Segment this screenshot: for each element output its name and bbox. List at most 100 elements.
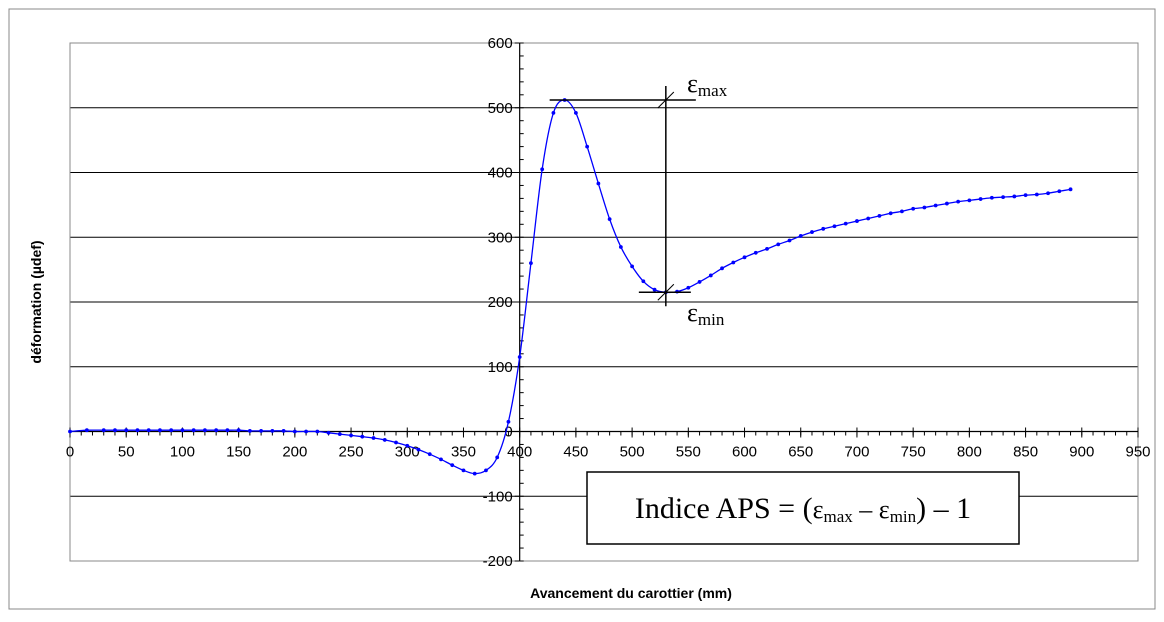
y-tick-label: 300	[488, 229, 513, 246]
data-point	[135, 428, 140, 433]
data-point	[484, 468, 488, 473]
data-point	[753, 250, 758, 255]
x-tick-label: 150	[226, 444, 251, 461]
data-point	[203, 428, 207, 433]
data-point	[686, 285, 691, 290]
data-point	[225, 428, 230, 433]
y-tick-label: 100	[488, 359, 513, 376]
data-point	[731, 260, 736, 265]
axes	[8, 8, 1156, 610]
formula-sub2: min	[890, 507, 917, 526]
formula-prefix: Indice APS = (	[635, 492, 813, 525]
data-point	[270, 428, 275, 433]
data-point	[315, 429, 320, 434]
data-point	[1057, 189, 1062, 194]
data-point	[922, 205, 927, 210]
eps-min-slash	[657, 283, 675, 301]
x-axis-title: Avancement du carottier (mm)	[530, 585, 732, 601]
x-tick-label: 900	[1069, 444, 1094, 461]
data-point	[821, 226, 826, 231]
x-tick-label: 800	[957, 444, 982, 461]
data-point	[1023, 193, 1028, 198]
data-point	[349, 433, 353, 438]
data-point	[84, 428, 89, 433]
data-point	[146, 428, 151, 433]
data-point	[439, 457, 443, 462]
eps-min-subscript: min	[698, 310, 725, 329]
data-point	[944, 201, 949, 206]
data-point	[641, 279, 646, 284]
data-point	[720, 266, 724, 271]
data-point	[304, 429, 308, 434]
data-point	[191, 428, 196, 433]
x-tick-label: 400	[507, 444, 532, 461]
data-point	[630, 264, 635, 269]
formula-eps1: ε	[813, 495, 824, 524]
tick-labels: -200 -100 0 100 200 300 400 500 600 0 50 100 150 200 2…	[66, 35, 1151, 570]
y-tick-label: 600	[488, 35, 513, 52]
x-tick-label: 350	[451, 444, 476, 461]
data-point	[1046, 191, 1050, 196]
data-point	[911, 206, 916, 211]
plot-area-border	[69, 42, 1139, 562]
y-tick-label: -200	[483, 553, 513, 570]
data-point	[247, 428, 252, 433]
data-point	[517, 355, 522, 359]
data-point	[1001, 195, 1005, 200]
data-point	[236, 428, 241, 433]
data-point	[214, 428, 219, 433]
data-point	[956, 199, 961, 204]
data-point	[607, 217, 612, 222]
x-tick-label: 0	[66, 444, 74, 461]
formula-minus: –	[853, 495, 879, 524]
data-point	[326, 430, 331, 435]
data-point	[1034, 192, 1039, 197]
data-point	[765, 247, 769, 251]
data-point	[113, 428, 117, 433]
data-point	[888, 211, 893, 216]
x-tick-label: 600	[732, 444, 757, 461]
data-point	[394, 440, 398, 445]
data-point	[652, 287, 657, 292]
x-tick-label: 850	[1013, 444, 1038, 461]
data-point	[742, 255, 747, 260]
data-point	[405, 443, 410, 448]
data-point	[416, 447, 421, 452]
data-point	[337, 432, 342, 436]
data-point	[877, 213, 882, 218]
data-point	[360, 434, 365, 439]
data-point	[1012, 194, 1017, 199]
data-point	[585, 144, 590, 149]
eps-max-symbol: ε	[687, 69, 698, 98]
formula-eps2: ε	[879, 495, 890, 524]
series-line	[69, 99, 1071, 475]
data-point	[124, 428, 129, 433]
y-tick-label: 200	[488, 294, 513, 311]
data-point	[529, 261, 533, 266]
data-point	[618, 245, 623, 249]
data-point	[180, 428, 185, 433]
data-point	[506, 419, 511, 424]
data-point	[472, 471, 477, 476]
annotations	[549, 85, 696, 307]
x-tick-label: 50	[118, 444, 135, 461]
x-tick-label: 950	[1125, 444, 1150, 461]
data-point	[843, 221, 848, 226]
data-point	[169, 428, 174, 433]
data-point	[832, 224, 837, 229]
eps-min-label: εmin	[687, 298, 725, 329]
data-point	[978, 197, 983, 201]
data-point	[259, 428, 264, 433]
y-tick-label: 400	[488, 165, 513, 182]
data-point	[292, 429, 297, 434]
data-point	[371, 436, 376, 440]
data-point	[900, 209, 904, 214]
data-point	[708, 273, 713, 278]
formula-sub1: max	[824, 507, 854, 526]
formula-box	[586, 471, 1020, 545]
x-tick-label: 650	[788, 444, 813, 461]
series-group	[68, 98, 1073, 476]
formula-text: Indice APS = (εmax – εmin) – 1	[635, 492, 971, 526]
